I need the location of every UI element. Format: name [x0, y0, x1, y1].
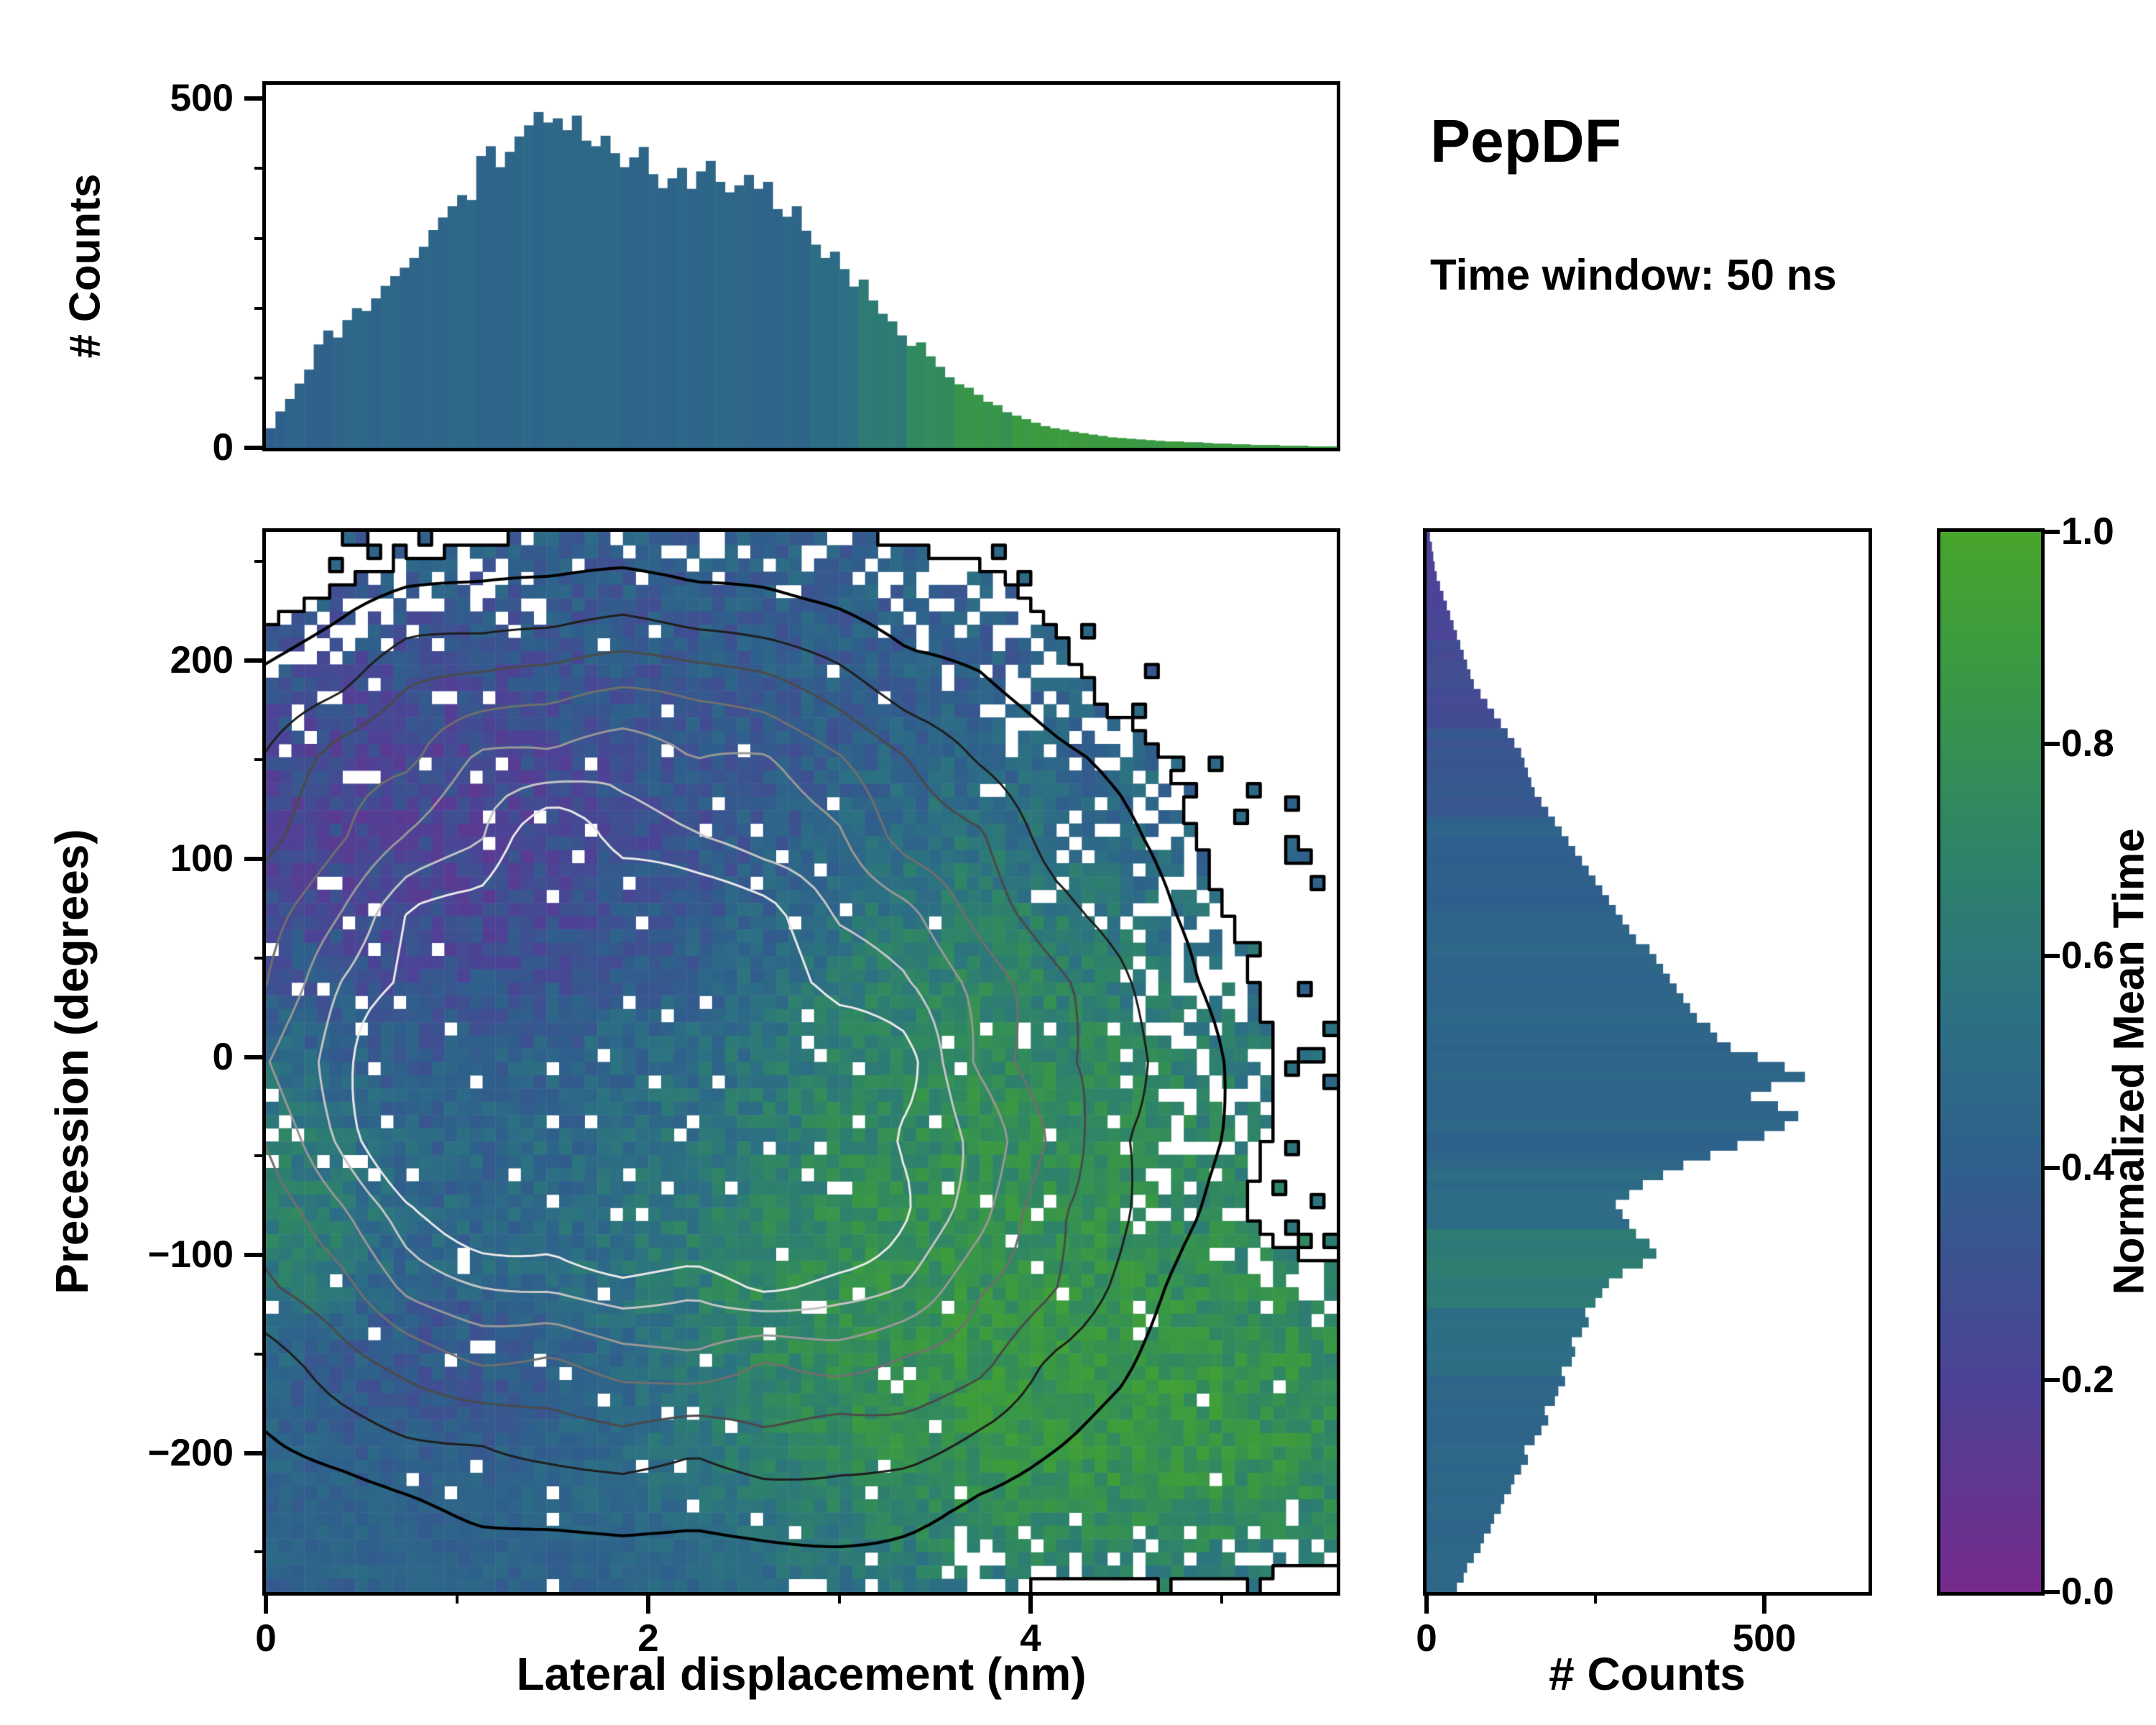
tick-label: 1.0 — [2061, 510, 2114, 553]
tick-mark — [2042, 742, 2060, 746]
tick-mark — [244, 446, 266, 450]
tick-mark — [1424, 1592, 1429, 1614]
tick-mark — [2042, 954, 2060, 958]
tick-mark — [1028, 1592, 1033, 1614]
page-subtitle: Time window: 50 ns — [1430, 251, 1837, 299]
tick-mark — [1762, 1592, 1766, 1614]
tick-mark — [244, 658, 266, 663]
colorbar-label: Normalized Mean Time — [2104, 828, 2153, 1295]
main-xlabel: Lateral displacement (nm) — [516, 1648, 1087, 1700]
tick-mark — [244, 96, 266, 101]
tick-mark — [2042, 1590, 2060, 1594]
tick-mark — [254, 237, 266, 240]
right-xlabel: # Counts — [1549, 1648, 1746, 1700]
tick-mark — [456, 1592, 459, 1604]
tick-mark — [838, 1592, 841, 1604]
tick-mark — [254, 1154, 266, 1157]
tick-mark — [646, 1592, 650, 1614]
tick-label: 0 — [212, 1036, 234, 1078]
tick-label: 0.0 — [2061, 1570, 2114, 1613]
tick-label: 0 — [212, 426, 234, 469]
page-title: PepDF — [1430, 107, 1622, 175]
tick-mark — [254, 758, 266, 761]
tick-label: 100 — [170, 837, 234, 880]
tick-mark — [244, 1253, 266, 1257]
colorbar-canvas — [1940, 532, 2041, 1592]
tick-mark — [2042, 1166, 2060, 1170]
tick-mark — [244, 857, 266, 861]
tick-label: 0 — [255, 1617, 277, 1660]
tick-mark — [264, 1592, 268, 1614]
tick-label: 0.2 — [2061, 1358, 2114, 1401]
tick-mark — [254, 167, 266, 170]
tick-label: 0.6 — [2061, 934, 2114, 977]
right-histogram-canvas — [1427, 532, 1869, 1592]
top-histogram-canvas — [266, 85, 1337, 448]
tick-mark — [254, 957, 266, 960]
tick-label: 0.8 — [2061, 722, 2114, 765]
tick-mark — [2042, 1378, 2060, 1382]
tick-mark — [244, 1055, 266, 1059]
main-ylabel: Precession (degrees) — [46, 829, 98, 1294]
tick-label: 0 — [1416, 1617, 1437, 1660]
tick-label: −200 — [147, 1432, 234, 1474]
tick-mark — [244, 1451, 266, 1455]
tick-label: 500 — [170, 77, 234, 119]
tick-mark — [254, 1550, 266, 1553]
tick-label: 4 — [1020, 1617, 1041, 1660]
tick-mark — [1594, 1592, 1597, 1604]
tick-label: −100 — [147, 1233, 234, 1276]
tick-mark — [2042, 530, 2060, 534]
tick-mark — [254, 307, 266, 310]
tick-mark — [254, 560, 266, 563]
tick-label: 0.4 — [2061, 1146, 2114, 1189]
tick-label: 2 — [637, 1617, 659, 1660]
tick-mark — [1220, 1592, 1223, 1604]
tick-mark — [254, 1353, 266, 1356]
tick-label: 200 — [170, 639, 234, 681]
joint-heatmap-canvas — [266, 532, 1337, 1592]
tick-label: 500 — [1732, 1617, 1797, 1660]
top-ylabel: # Counts — [60, 173, 109, 359]
tick-mark — [254, 377, 266, 380]
